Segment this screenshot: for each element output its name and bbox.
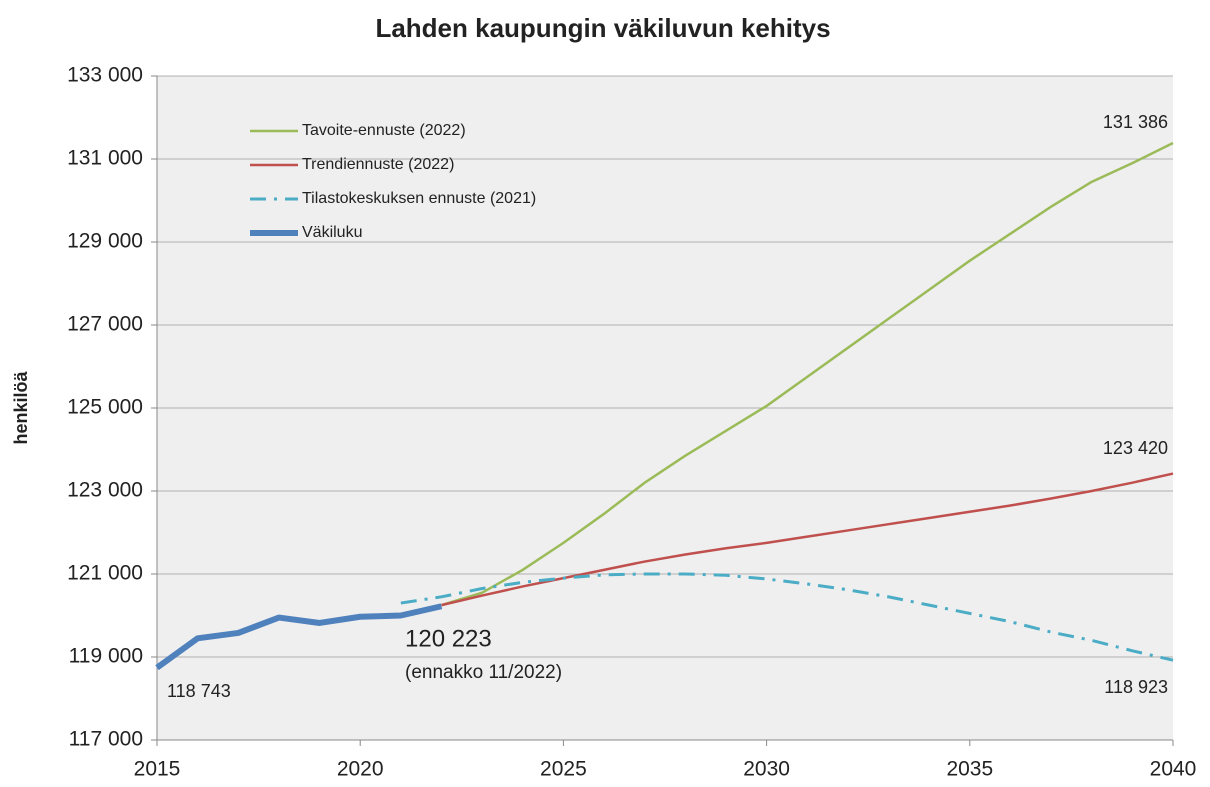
legend-label: Trendiennuste (2022) bbox=[302, 156, 454, 173]
y-tick-label: 129 000 bbox=[67, 230, 143, 253]
legend-label: Tavoite-ennuste (2022) bbox=[302, 122, 466, 139]
x-tick-label: 2030 bbox=[743, 758, 790, 781]
annotation: 118 923 bbox=[1104, 677, 1168, 697]
y-tick-label: 127 000 bbox=[67, 313, 143, 336]
chart-title: Lahden kaupungin väkiluvun kehitys bbox=[375, 13, 830, 43]
series-line bbox=[155, 603, 443, 671]
y-tick-label: 121 000 bbox=[67, 562, 143, 585]
annotation: 123 420 bbox=[1103, 438, 1168, 458]
y-tick-label: 133 000 bbox=[67, 64, 143, 87]
x-tick-label: 2020 bbox=[337, 758, 384, 781]
annotation: 131 386 bbox=[1103, 112, 1168, 132]
annotation: 118 743 bbox=[167, 681, 231, 701]
y-tick-label: 117 000 bbox=[69, 728, 143, 751]
y-tick-label: 125 000 bbox=[67, 396, 143, 419]
series-line bbox=[400, 572, 1174, 662]
y-tick-label: 119 000 bbox=[69, 645, 143, 668]
y-tick-label: 123 000 bbox=[67, 479, 143, 502]
x-tick-label: 2035 bbox=[946, 758, 993, 781]
y-tick-label: 131 000 bbox=[67, 147, 143, 170]
x-tick-label: 2040 bbox=[1150, 758, 1197, 781]
series-line bbox=[441, 141, 1174, 607]
legend-label: Tilastokeskuksen ennuste (2021) bbox=[302, 190, 536, 207]
legend-label: Väkiluku bbox=[302, 224, 362, 241]
x-tick-label: 2025 bbox=[540, 758, 587, 781]
annotation: 120 223 bbox=[405, 625, 492, 652]
annotation: (ennakko 11/2022) bbox=[405, 662, 562, 683]
y-axis-label: henkilöä bbox=[11, 371, 31, 445]
x-tick-label: 2015 bbox=[134, 758, 181, 781]
